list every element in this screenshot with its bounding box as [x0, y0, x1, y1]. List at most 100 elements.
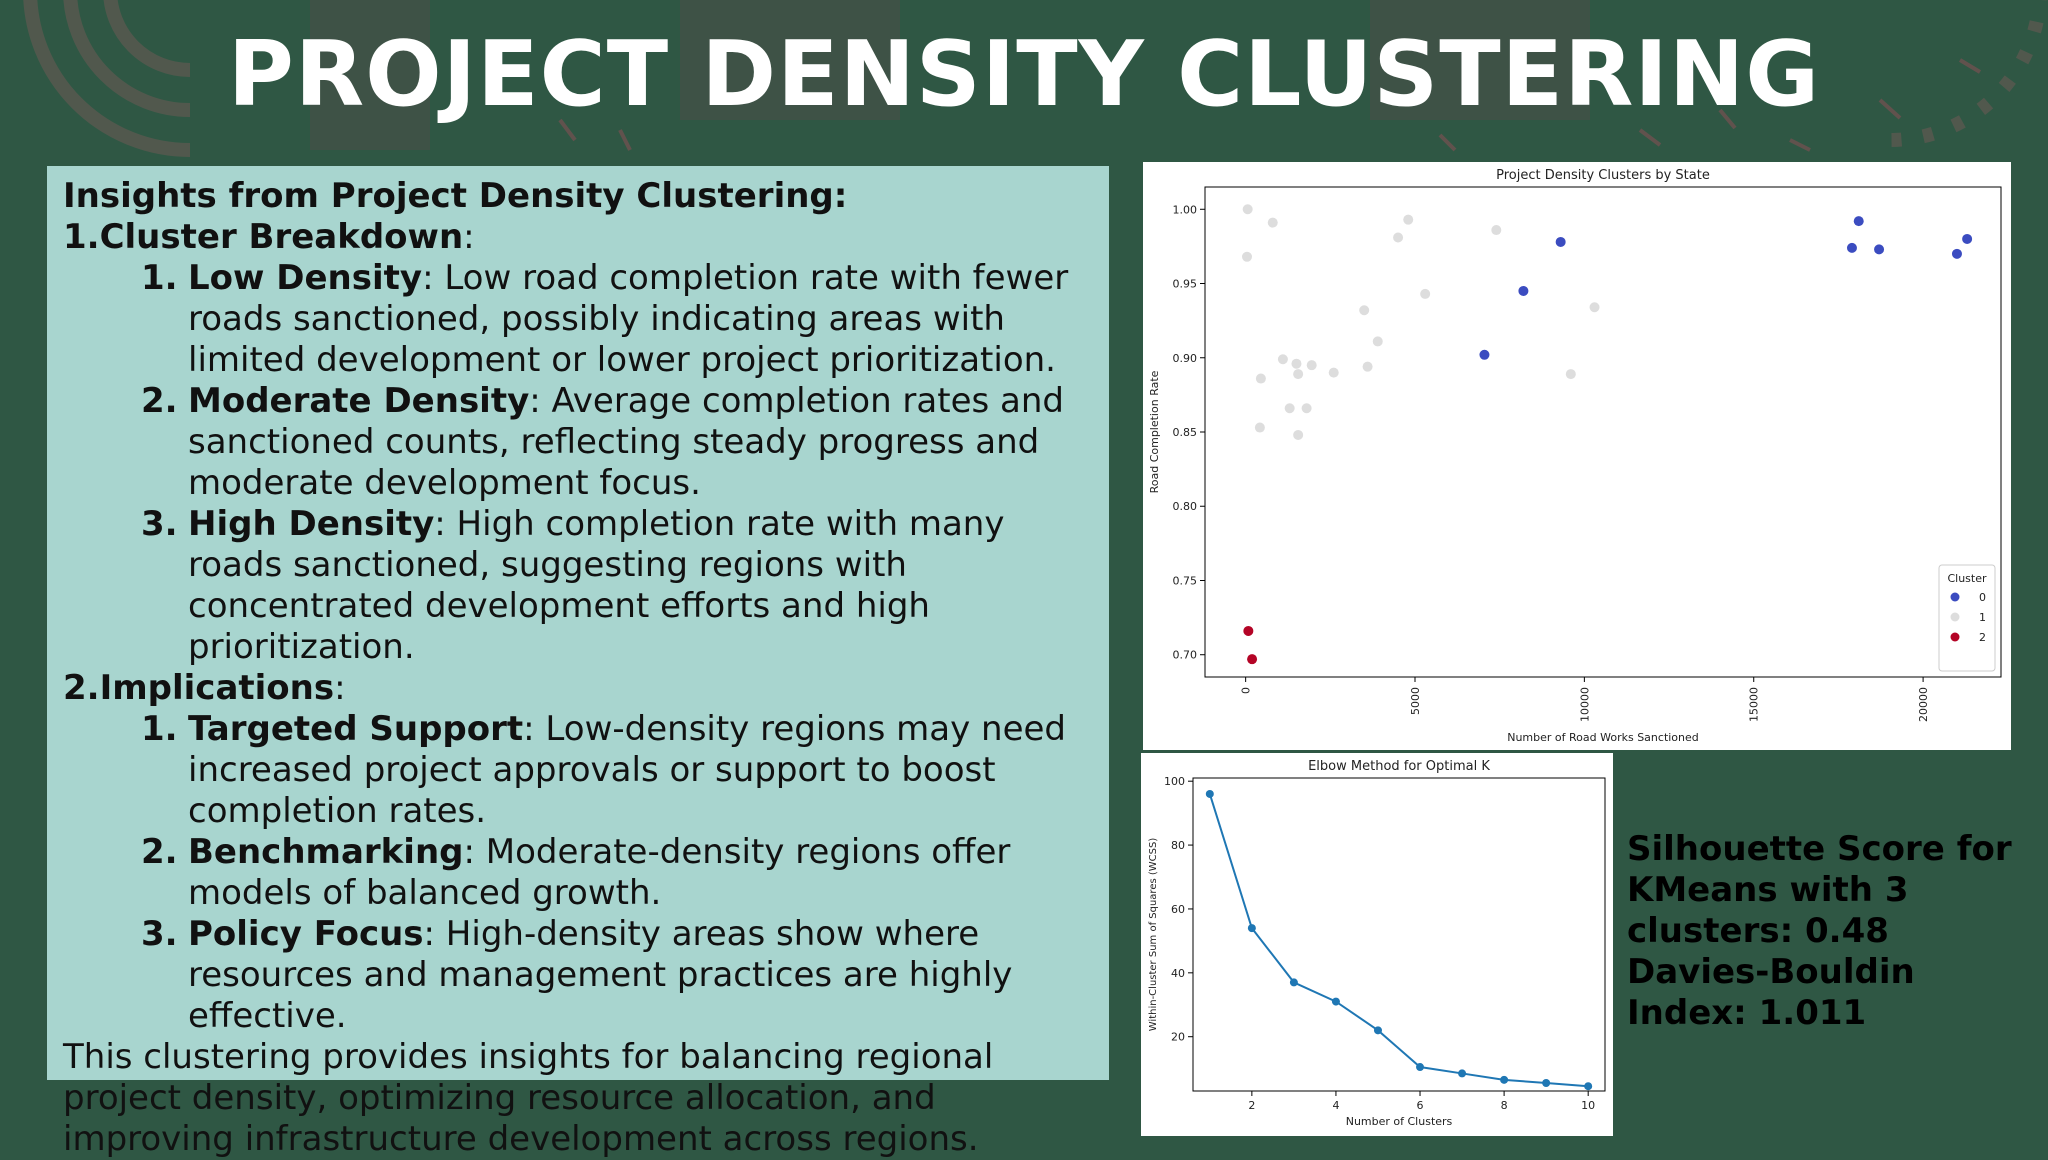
cluster-1-point — [1403, 214, 1414, 225]
x-tick-label: 15000 — [1748, 687, 1761, 722]
x-tick-label: 2 — [1248, 1099, 1255, 1112]
y-tick-label: 100 — [1164, 775, 1185, 788]
implications-list: 1. Targeted Support: Low-density regions … — [63, 709, 1093, 1037]
cluster-1-point — [1420, 288, 1431, 299]
cluster-1-point — [1284, 403, 1295, 414]
section-implications: 2.Implications: — [63, 668, 1093, 709]
x-axis-label: Number of Road Works Sanctioned — [1507, 731, 1699, 744]
section-colon: : — [334, 668, 346, 708]
section-number: 1. — [63, 217, 100, 257]
y-tick-label: 1.00 — [1173, 203, 1198, 216]
cluster-0-point — [1555, 236, 1566, 247]
section-title: Cluster Breakdown — [99, 217, 464, 257]
cluster-0-point — [1846, 242, 1857, 253]
wcss-point — [1205, 789, 1214, 798]
elbow-chart-panel: Elbow Method for Optimal K 2 4 6 8 10 20 40 60 80… — [1141, 753, 1613, 1136]
cluster-1-point — [1293, 429, 1304, 440]
item-text: : High completion rate with many roads s… — [188, 504, 1005, 667]
cluster-0-point — [1962, 233, 1973, 244]
cluster-1-point — [1293, 369, 1304, 380]
list-item: 3. Policy Focus: High-density areas show … — [63, 914, 1093, 1037]
item-number: 3. — [141, 914, 178, 954]
x-axis-label: Number of Clusters — [1346, 1115, 1453, 1128]
x-tick-label: 10000 — [1578, 687, 1591, 722]
cluster-1-point — [1565, 369, 1576, 380]
y-tick-label: 0.75 — [1173, 574, 1198, 587]
x-tick-label: 10 — [1581, 1099, 1595, 1112]
cluster-breakdown-list: 1. Low Density: Low road completion rate … — [63, 258, 1093, 668]
y-tick-label: 0.95 — [1173, 278, 1198, 291]
cluster-1-point — [1328, 367, 1339, 378]
wcss-line — [1208, 793, 1589, 1088]
y-tick-label: 80 — [1171, 839, 1185, 852]
legend-title: Cluster — [1947, 572, 1987, 585]
wcss-point — [1331, 997, 1340, 1006]
chart-title: Elbow Method for Optimal K — [1308, 759, 1490, 774]
silhouette-score: Silhouette Score for KMeans with 3 clust… — [1627, 829, 2012, 951]
cluster-2-point — [1247, 654, 1258, 665]
wcss-point — [1458, 1069, 1467, 1078]
item-number: 1. — [141, 709, 178, 749]
cluster-1-point — [1589, 302, 1600, 313]
section-cluster-breakdown: 1.Cluster Breakdown: — [63, 217, 1093, 258]
wcss-point — [1416, 1063, 1425, 1072]
cluster-1-point — [1277, 354, 1288, 365]
cluster-1-point — [1306, 360, 1317, 371]
item-term: High Density — [188, 504, 435, 544]
item-term: Moderate Density — [188, 381, 530, 421]
item-term: Low Density — [188, 258, 423, 298]
wcss-point — [1500, 1075, 1509, 1084]
y-tick-label: 0.85 — [1173, 426, 1198, 439]
cluster-1-point — [1359, 305, 1370, 316]
y-tick-label: 0.70 — [1173, 649, 1198, 662]
item-number: 2. — [141, 381, 178, 421]
cluster-1-point — [1242, 204, 1253, 215]
y-tick-label: 60 — [1171, 903, 1185, 916]
cluster-1-point — [1291, 358, 1302, 369]
legend-label: 2 — [1979, 631, 1986, 644]
slide-title: PROJECT DENSITY CLUSTERING — [227, 22, 1821, 127]
cluster-1-point — [1242, 251, 1253, 262]
item-text: : Low road completion rate with fewer ro… — [188, 258, 1069, 380]
y-axis-label: Within-Cluster Sum of Squares (WCSS) — [1148, 838, 1159, 1032]
cluster-0-point — [1951, 248, 1962, 259]
y-tick-label: 40 — [1171, 967, 1185, 980]
davies-bouldin-index: Davies-Bouldin Index: 1.011 — [1627, 952, 1915, 1033]
insights-panel: Insights from Project Density Clustering… — [47, 166, 1109, 1159]
y-tick-label: 0.90 — [1173, 352, 1198, 365]
wcss-point — [1373, 1026, 1382, 1035]
cluster-1-point — [1491, 225, 1502, 236]
legend-marker — [1950, 592, 1960, 602]
wcss-point — [1247, 924, 1256, 933]
y-axis-label: Road Completion Rate — [1148, 370, 1161, 493]
cluster-2-point — [1243, 625, 1254, 636]
item-number: 2. — [141, 832, 178, 872]
plot-frame — [1192, 777, 1606, 1092]
metrics-panel: Silhouette Score for KMeans with 3 clust… — [1627, 829, 2037, 1034]
x-tick-label: 5000 — [1409, 687, 1422, 715]
x-tick-label: 8 — [1501, 1099, 1508, 1112]
legend-marker — [1950, 632, 1960, 642]
item-term: Policy Focus — [188, 914, 424, 954]
insights-heading: Insights from Project Density Clustering… — [63, 176, 848, 216]
list-item: 1. Low Density: Low road completion rate … — [63, 258, 1093, 381]
section-title: Implications — [99, 668, 335, 708]
cluster-1-point — [1372, 336, 1383, 347]
list-item: 2. Benchmarking: Moderate-density regions… — [63, 832, 1093, 914]
legend-label: 1 — [1979, 611, 1986, 624]
item-text: : Moderate-density regions offer models … — [188, 832, 1011, 913]
cluster-1-point — [1301, 403, 1312, 414]
list-item: 1. Targeted Support: Low-density regions … — [63, 709, 1093, 832]
scatter-chart-panel: Project Density Clusters by State 0 5000 10… — [1143, 162, 2011, 750]
cluster-1-point — [1267, 217, 1278, 228]
conclusion-text: This clustering provides insights for ba… — [63, 1037, 994, 1159]
wcss-point — [1542, 1079, 1551, 1088]
section-colon: : — [463, 217, 475, 257]
cluster-1-point — [1362, 361, 1373, 372]
cluster-0-point — [1518, 285, 1529, 296]
x-tick-label: 4 — [1332, 1099, 1339, 1112]
chart-title: Project Density Clusters by State — [1496, 168, 1710, 183]
item-number: 3. — [141, 504, 178, 544]
